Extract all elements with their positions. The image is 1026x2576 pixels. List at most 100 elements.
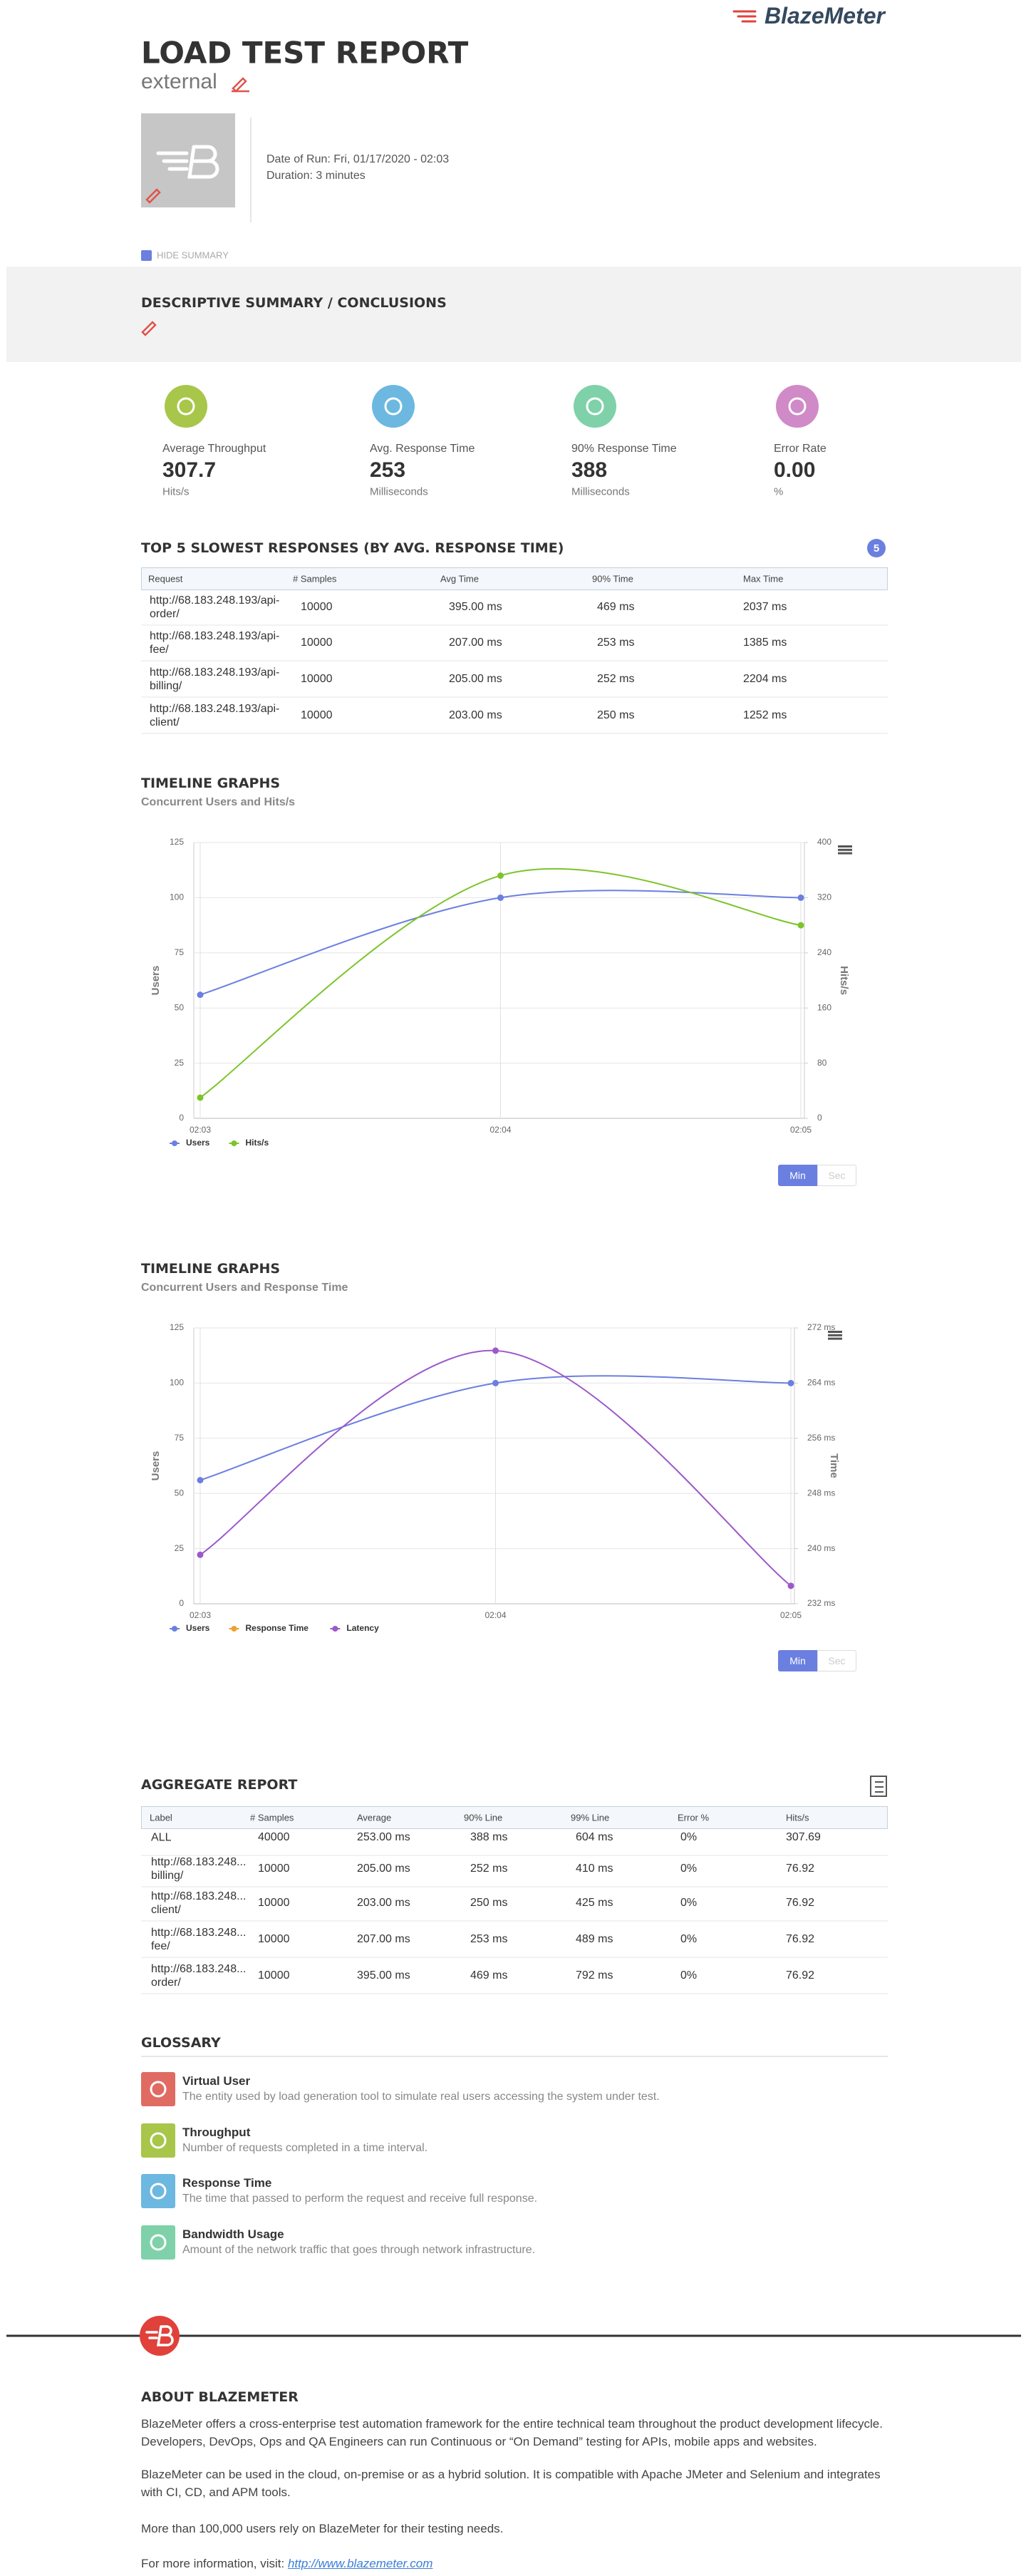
stat-icon-glyph xyxy=(384,397,403,416)
y2-axis-label: Time xyxy=(828,1453,840,1478)
glossary-definition: Number of requests completed in a time i… xyxy=(182,2142,428,2154)
y2-tick-label: 320 xyxy=(817,892,831,902)
table-cell: 253.00 ms xyxy=(357,1831,410,1843)
stat-icon xyxy=(776,385,819,428)
table-cell: 425 ms xyxy=(576,1897,613,1909)
y2-tick-label: 232 ms xyxy=(807,1598,835,1608)
y-axis-label: Users xyxy=(150,966,162,996)
data-point xyxy=(787,1379,794,1386)
table-cell: 10000 xyxy=(258,1933,290,1945)
checkbox[interactable] xyxy=(141,250,152,261)
brand-icon xyxy=(732,10,757,23)
report-icon[interactable] xyxy=(870,1776,887,1797)
table-cell: 253 ms xyxy=(470,1933,508,1945)
chart-menu[interactable] xyxy=(838,852,852,855)
hide-summary[interactable]: HIDE SUMMARY xyxy=(157,249,229,261)
chart-menu[interactable] xyxy=(828,1334,842,1336)
y-tick-label: 125 xyxy=(170,1322,184,1332)
brand: BlazeMeter xyxy=(765,3,885,29)
glossary-definition: Amount of the network traffic that goes … xyxy=(182,2244,536,2256)
table-title: TOP 5 SLOWEST RESPONSES (BY AVG. RESPONS… xyxy=(141,540,564,556)
chart-subtitle: Concurrent Users and Hits/s xyxy=(141,796,296,808)
data-point xyxy=(197,1551,204,1558)
y2-tick-label: 248 ms xyxy=(807,1488,835,1498)
stat-icon xyxy=(574,385,616,428)
glossary-definition: The entity used by load generation tool … xyxy=(182,2091,660,2103)
table-cell: 469 ms xyxy=(597,601,635,613)
table-cell: 207.00 ms xyxy=(449,637,502,649)
legend-label[interactable]: Response Time xyxy=(246,1623,309,1633)
legend-label[interactable]: Users xyxy=(186,1138,210,1148)
toggle-button[interactable]: Sec xyxy=(817,1650,856,1671)
toggle-button[interactable]: Sec xyxy=(817,1165,856,1186)
legend-label[interactable]: Hits/s xyxy=(246,1138,269,1148)
column-header: 90% Time xyxy=(592,573,633,584)
chart-menu[interactable] xyxy=(828,1337,842,1340)
table-cell: http://68.183.248... billing/ xyxy=(151,1856,247,1882)
column-header: Request xyxy=(148,573,183,584)
x-tick-label: 02:05 xyxy=(790,1125,812,1135)
chart-menu[interactable] xyxy=(838,845,852,847)
glossary-icon xyxy=(141,2174,175,2208)
logo-mark xyxy=(156,145,219,179)
table-cell: 10000 xyxy=(258,1897,290,1909)
about-link[interactable]: http://www.blazemeter.com xyxy=(287,2557,433,2570)
glossary-icon-glyph xyxy=(150,2132,167,2149)
edit-icon[interactable] xyxy=(145,188,161,204)
table-cell: 2204 ms xyxy=(743,673,787,685)
chart-title: TIMELINE GRAPHS xyxy=(141,1261,281,1277)
data-point xyxy=(197,1477,204,1484)
chart-menu[interactable] xyxy=(838,848,852,851)
stat-label: 90% Response Time xyxy=(571,443,677,455)
y2-tick-label: 240 ms xyxy=(807,1543,835,1553)
column-header: Hits/s xyxy=(786,1812,809,1823)
glossary-icon-glyph xyxy=(150,2234,167,2251)
stat-value: 253 xyxy=(370,458,406,482)
footer-logo-mark xyxy=(145,2325,174,2346)
chart-menu[interactable] xyxy=(828,1331,842,1333)
column-header: # Samples xyxy=(293,573,337,584)
stat-icon xyxy=(165,385,207,428)
y-tick-label: 50 xyxy=(175,1488,185,1498)
table-cell: 604 ms xyxy=(576,1831,613,1843)
table-cell: 10000 xyxy=(301,709,333,721)
toggle-button[interactable]: Min xyxy=(778,1165,817,1186)
table-cell: 388 ms xyxy=(470,1831,508,1843)
edit-icon[interactable] xyxy=(232,77,249,93)
about-paragraph: BlazeMeter can be used in the cloud, on-… xyxy=(141,2468,881,2499)
table-header xyxy=(141,567,888,590)
x-tick-label: 02:04 xyxy=(484,1610,506,1620)
badge xyxy=(867,539,886,557)
glossary-icon xyxy=(141,2072,175,2106)
toggle-button[interactable]: Min xyxy=(778,1650,817,1671)
table-cell: 2037 ms xyxy=(743,601,787,613)
y-tick-label: 100 xyxy=(170,1378,184,1388)
stat-unit: Hits/s xyxy=(162,485,190,498)
table-cell: http://68.183.248... order/ xyxy=(151,1963,247,1989)
legend-label[interactable]: Latency xyxy=(346,1623,379,1633)
table-cell: http://68.183.248.193/api-fee/ xyxy=(150,630,280,656)
table-cell: 252 ms xyxy=(597,673,635,685)
y2-tick-label: 80 xyxy=(817,1058,827,1068)
table-cell: 203.00 ms xyxy=(449,709,502,721)
column-header: Average xyxy=(357,1812,392,1823)
y-tick-label: 25 xyxy=(175,1058,185,1068)
y2-tick-label: 272 ms xyxy=(807,1322,835,1332)
y-tick-label: 100 xyxy=(170,892,184,902)
stat-unit: Milliseconds xyxy=(370,485,428,498)
legend-label[interactable]: Users xyxy=(186,1623,210,1633)
badge-count: 5 xyxy=(874,542,879,555)
x-tick-label: 02:05 xyxy=(780,1610,802,1620)
legend-marker xyxy=(231,1626,237,1632)
edit-icon[interactable] xyxy=(141,321,157,336)
glossary-icon xyxy=(141,2123,175,2158)
table-cell: 10000 xyxy=(301,601,333,613)
stat-label: Avg. Response Time xyxy=(370,443,475,455)
table-title: AGGREGATE REPORT xyxy=(141,1777,298,1793)
about-title: ABOUT BLAZEMETER xyxy=(141,2389,299,2405)
link-prefix: For more information, visit: xyxy=(141,2557,288,2570)
stat-icon-glyph xyxy=(788,397,807,416)
stat-icon-glyph xyxy=(177,397,195,416)
data-point xyxy=(492,1379,499,1386)
table-cell: 76.92 xyxy=(786,1863,815,1875)
